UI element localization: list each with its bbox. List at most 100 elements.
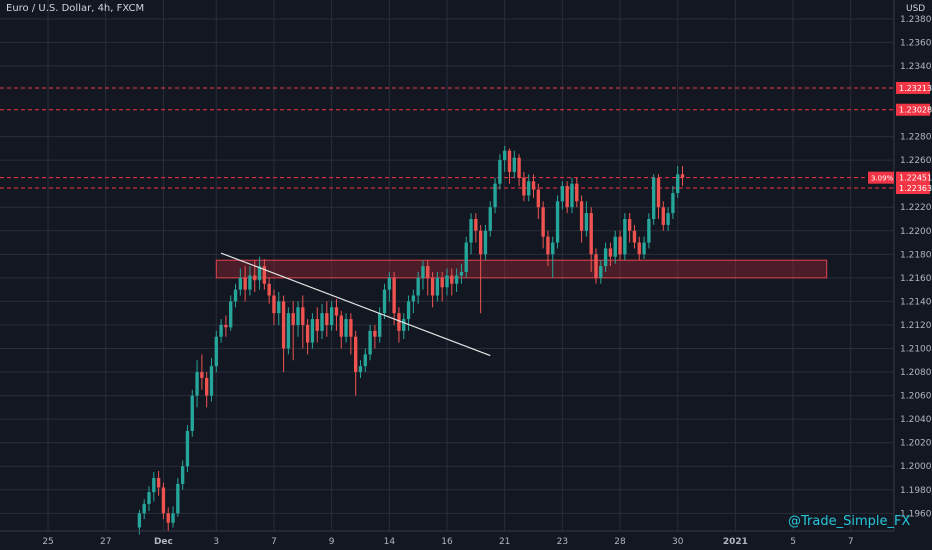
symbol-title: Euro / U.S. Dollar, 4h, FXCM — [6, 3, 145, 14]
candle-body — [224, 324, 228, 328]
candle-body — [334, 307, 339, 316]
candle — [575, 177, 579, 208]
price-tag[interactable] — [896, 81, 930, 94]
candle — [363, 348, 367, 373]
price-tag[interactable] — [896, 171, 930, 184]
price-tick-label: 1.23400 — [900, 62, 932, 72]
time-tick-label: 3 — [213, 537, 219, 547]
candle-body — [546, 236, 550, 255]
candle-body — [161, 487, 166, 514]
candle-body — [575, 183, 579, 202]
candle-body — [176, 483, 180, 514]
candle — [440, 271, 444, 302]
candle — [570, 177, 574, 214]
candle-body — [411, 295, 416, 302]
zone-rectangle[interactable] — [215, 259, 828, 279]
trendline-line[interactable] — [220, 252, 491, 357]
candle — [185, 425, 190, 473]
candle — [286, 307, 291, 355]
candle-body — [522, 177, 526, 196]
candle-body — [277, 301, 281, 314]
candle-body — [248, 275, 252, 290]
candle-body — [305, 324, 310, 343]
price-tag[interactable] — [896, 103, 930, 116]
candle — [493, 177, 497, 214]
candle-body — [541, 207, 545, 237]
price-tick-label: 1.19600 — [900, 509, 932, 519]
candle-body — [579, 201, 584, 231]
watermark: @Trade_Simple_FX — [788, 514, 911, 529]
candle — [623, 213, 627, 261]
support-resistance-zone[interactable] — [215, 259, 828, 279]
time-tick-label: 9 — [329, 537, 335, 547]
candle-body — [464, 242, 468, 272]
candle-body — [661, 207, 665, 225]
candle-body — [329, 307, 334, 325]
candle-body — [137, 513, 142, 528]
price-tick-label: 1.21600 — [900, 274, 932, 284]
time-axis[interactable]: 25 27 Dec 3 7 9 14 16 21 23 28 30 2021 5 7 — [42, 537, 853, 547]
candle-body — [594, 254, 598, 278]
candle — [291, 301, 295, 361]
candle — [411, 289, 416, 314]
candle — [478, 224, 483, 314]
candle-body — [565, 186, 569, 208]
candle — [450, 268, 454, 296]
price-tick-label: 1.20400 — [900, 415, 932, 425]
candle — [642, 236, 646, 260]
candle-body — [272, 295, 276, 314]
price-axis[interactable]: 1.23800 1.23600 1.23400 1.22800 1.22600 1.222… — [868, 15, 932, 520]
candle-body — [171, 513, 175, 523]
candle — [522, 171, 526, 202]
candle-body — [382, 289, 387, 314]
candle — [637, 236, 641, 261]
candle-body — [478, 230, 483, 255]
candle — [671, 186, 675, 219]
candle — [209, 357, 214, 402]
candle — [474, 213, 478, 243]
candle — [152, 472, 156, 502]
candle — [402, 313, 406, 340]
candle-body — [502, 150, 507, 161]
candle — [483, 224, 488, 261]
candle — [166, 507, 170, 531]
candle-body — [469, 218, 473, 243]
candle-body — [373, 330, 377, 337]
horizontal-levels[interactable] — [0, 87, 894, 189]
candle — [267, 277, 271, 304]
candle-body — [493, 183, 497, 208]
candle — [339, 310, 343, 349]
candle-body — [459, 271, 464, 276]
candle-body — [195, 372, 199, 396]
price-tag[interactable] — [896, 182, 930, 195]
candle-body — [627, 218, 632, 231]
candle-body — [368, 330, 372, 355]
candle-body — [166, 513, 170, 523]
candle-body — [599, 266, 603, 278]
candle-body — [512, 157, 516, 172]
time-tick-label: 25 — [42, 537, 53, 547]
candle — [502, 145, 507, 172]
candle-body — [204, 377, 209, 396]
price-tick-label: 1.22800 — [900, 133, 932, 143]
candle — [651, 174, 656, 225]
candle — [281, 295, 286, 373]
candle — [301, 295, 305, 349]
candle — [656, 174, 661, 219]
candle-body — [450, 275, 454, 284]
candle-body — [142, 503, 146, 514]
candle-body — [647, 218, 651, 243]
price-tag-label: 1.22451 — [899, 174, 932, 183]
trendline[interactable] — [220, 252, 491, 357]
candle-body — [267, 283, 271, 296]
candle-body — [358, 366, 363, 373]
candle-body — [406, 301, 411, 320]
candle — [200, 354, 204, 390]
candle-body — [325, 313, 329, 325]
candle-body — [353, 336, 358, 373]
candle-body — [603, 248, 608, 267]
candle-body — [349, 319, 353, 337]
candle — [368, 324, 372, 361]
time-tick-label: 30 — [672, 537, 684, 547]
